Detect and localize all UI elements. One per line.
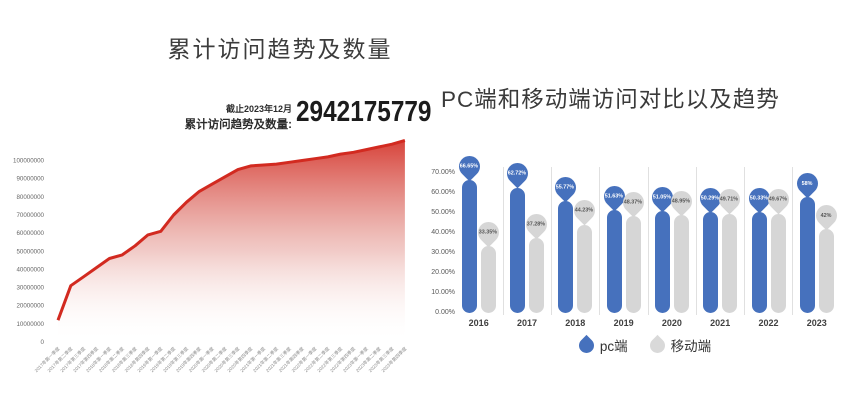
group-separator — [599, 167, 601, 315]
y-tick-label: 80000000 — [16, 194, 44, 201]
y-tick-label: 50000000 — [16, 248, 44, 255]
y-tick-label: 50.00% — [431, 208, 455, 216]
pc-bar — [751, 212, 767, 313]
y-tick-label: 60.00% — [431, 188, 455, 196]
pc-bar — [510, 187, 525, 313]
legend-mobile-label: 移动端 — [670, 339, 712, 354]
year-label: 2016 — [468, 318, 489, 328]
mobile-value-label: 48.95% — [672, 198, 691, 205]
pc-value-balloon: 62.72% — [502, 159, 533, 189]
mobile-value-balloon: 49.67% — [763, 185, 793, 215]
mobile-value-balloon: 42% — [811, 200, 842, 231]
group-separator — [792, 167, 794, 315]
pc-value-label: 51.05% — [653, 194, 672, 201]
pc-value-label: 51.63% — [604, 193, 624, 200]
legend-item-pc: pc端 — [575, 334, 628, 356]
mobile-droplet-icon — [646, 334, 668, 356]
group-separator — [695, 167, 697, 315]
mobile-value-balloon: 37.28% — [521, 209, 552, 240]
pc-value-balloon: 55.77% — [550, 172, 581, 203]
y-tick-label: 40000000 — [16, 266, 44, 273]
mobile-value-label: 42% — [820, 212, 832, 219]
pc-bar — [799, 197, 815, 313]
y-tick-label: 70000000 — [16, 212, 44, 219]
mobile-value-label: 37.28% — [527, 221, 546, 228]
area-chart-plot: 1000000009000000080000000700000006000000… — [13, 139, 409, 374]
y-tick-label: 70.00% — [431, 168, 455, 176]
pc-droplet-icon — [575, 334, 597, 356]
mobile-bar — [818, 229, 834, 313]
area-fill — [58, 140, 405, 342]
total-value: 2942175779 — [296, 96, 432, 128]
year-label: 2018 — [565, 318, 586, 328]
mobile-bar — [673, 215, 689, 313]
mobile-bar — [770, 213, 786, 313]
y-tick-label: 90000000 — [16, 176, 44, 183]
year-label: 2023 — [806, 318, 827, 328]
y-tick-label: 30.00% — [431, 248, 455, 256]
mobile-value-label: 49.67% — [768, 196, 788, 203]
pc-value-label: 66.65% — [460, 162, 479, 169]
mobile-value-label: 33.35% — [479, 229, 498, 236]
group-separator — [647, 167, 649, 315]
pc-bar — [606, 209, 622, 313]
year-label: 2019 — [613, 318, 634, 328]
y-tick-label: 10000000 — [16, 321, 44, 328]
year-label: 2020 — [661, 318, 682, 328]
pc-value-label: 58% — [801, 180, 813, 187]
pc-value-label: 50.29% — [701, 195, 720, 202]
left-chart-title: 累计访问趋势及数量 — [167, 36, 393, 62]
pc-mobile-chart: PC端和移动端访问对比以及趋势 70.00% 60.00% 50.00% 40.00%… — [425, 0, 852, 411]
mobile-bar — [625, 216, 641, 313]
mobile-value-label: 44.23% — [575, 207, 594, 214]
pc-bar — [461, 179, 477, 313]
legend-pc-label: pc端 — [599, 339, 628, 354]
year-label: 2017 — [516, 318, 538, 328]
group-separator — [502, 167, 504, 315]
y-tick-label: 20000000 — [16, 303, 44, 310]
area-line — [56, 139, 406, 321]
pc-bar — [703, 212, 719, 313]
y-tick-label: 0.00% — [435, 309, 455, 317]
mobile-bar — [577, 224, 593, 313]
y-tick-label: 30000000 — [16, 285, 44, 292]
right-chart-title: PC端和移动端访问对比以及趋势 — [441, 87, 780, 112]
mobile-value-label: 48.37% — [623, 199, 643, 206]
pc-value-balloon: 58% — [792, 168, 823, 199]
pc-bar — [654, 210, 670, 313]
mobile-bar — [480, 246, 496, 313]
pc-bar — [558, 201, 574, 313]
y-tick-label: 20.00% — [431, 268, 455, 276]
pc-value-label: 62.72% — [508, 170, 527, 177]
mobile-value-balloon: 44.23% — [569, 195, 600, 226]
legend: pc端 移动端 — [480, 334, 810, 356]
legend-item-mobile: 移动端 — [646, 334, 712, 356]
y-tick-label: 100000000 — [13, 158, 45, 165]
mobile-bar — [529, 238, 544, 313]
asof-label: 截止2023年12月 — [225, 104, 292, 114]
mobile-bar — [722, 213, 738, 313]
pc-value-balloon: 66.65% — [454, 151, 485, 181]
group-separator — [550, 167, 552, 315]
year-label: 2021 — [710, 318, 731, 328]
year-label: 2022 — [758, 318, 779, 328]
y-tick-label: 0 — [41, 339, 45, 346]
mobile-value-balloon: 49.71% — [714, 185, 745, 215]
pc-value-label: 50.33% — [749, 195, 769, 202]
y-tick-label: 40.00% — [431, 228, 455, 236]
mobile-value-balloon: 33.35% — [473, 217, 504, 248]
y-tick-label: 10.00% — [431, 289, 455, 296]
pc-value-label: 55.77% — [556, 184, 575, 191]
group-separator — [744, 167, 746, 315]
mobile-value-label: 49.71% — [720, 196, 739, 203]
total-label: 累计访问趋势及数量: — [184, 119, 292, 131]
cumulative-visits-chart: 累计访问趋势及数量 截止2023年12月 累计访问趋势及数量: 29421757… — [0, 0, 431, 411]
y-tick-label: 60000000 — [16, 230, 44, 237]
